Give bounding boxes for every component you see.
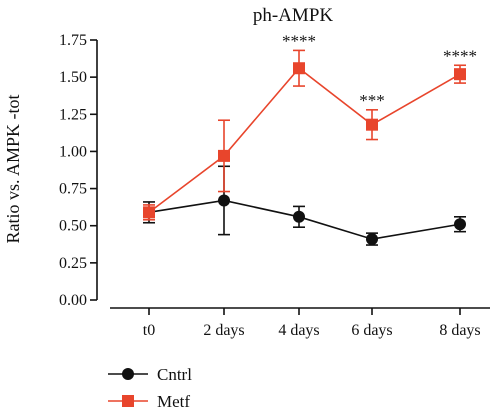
y-tick-label: 1.25 <box>59 106 87 123</box>
significance-label: **** <box>443 46 477 65</box>
data-point <box>293 210 305 223</box>
x-tick-label: 6 days <box>351 322 392 339</box>
x-tick-label: t0 <box>143 322 155 339</box>
series-layer <box>143 49 466 246</box>
legend-item-cntrl: Cntrl <box>108 365 192 384</box>
y-tick-label: 0.25 <box>59 255 87 272</box>
y-tick-label: 0.75 <box>59 181 87 198</box>
data-point <box>293 62 305 75</box>
data-point <box>366 233 378 246</box>
data-point <box>218 149 230 162</box>
chart-title: ph-AMPK <box>253 5 334 26</box>
y-tick-label: 1.00 <box>59 143 87 160</box>
data-point <box>454 68 466 81</box>
data-point <box>218 194 230 207</box>
significance-label: *** <box>359 91 385 110</box>
x-tick-label: 2 days <box>203 322 244 339</box>
series-line <box>148 67 461 213</box>
legend-label: Metf <box>157 392 190 411</box>
x-tick-label: 4 days <box>278 322 319 339</box>
y-tick-label: 1.75 <box>59 32 87 49</box>
y-axis-label: Ratio vs. AMPK -tot <box>3 94 23 243</box>
x-tick-label: 8 days <box>439 322 480 339</box>
legend: Cntrl Metf <box>108 365 192 411</box>
series-metf <box>143 49 466 221</box>
axes: 0.00 0.25 0.50 0.75 1.00 1.25 1.50 1.75 t0 2 days… <box>59 32 490 339</box>
y-tick-label: 0.00 <box>59 292 87 309</box>
legend-item-metf: Metf <box>108 392 190 411</box>
significance-label: **** <box>282 31 316 50</box>
legend-label: Cntrl <box>157 365 192 384</box>
legend-marker <box>122 368 134 380</box>
y-tick-label: 0.50 <box>59 218 87 235</box>
series-cntrl <box>143 165 466 246</box>
legend-marker <box>122 395 134 407</box>
data-point <box>454 218 466 231</box>
y-tick-label: 1.50 <box>59 69 87 86</box>
data-point <box>366 118 378 131</box>
data-point <box>143 206 155 219</box>
significance-annotations: *********** <box>282 31 477 109</box>
